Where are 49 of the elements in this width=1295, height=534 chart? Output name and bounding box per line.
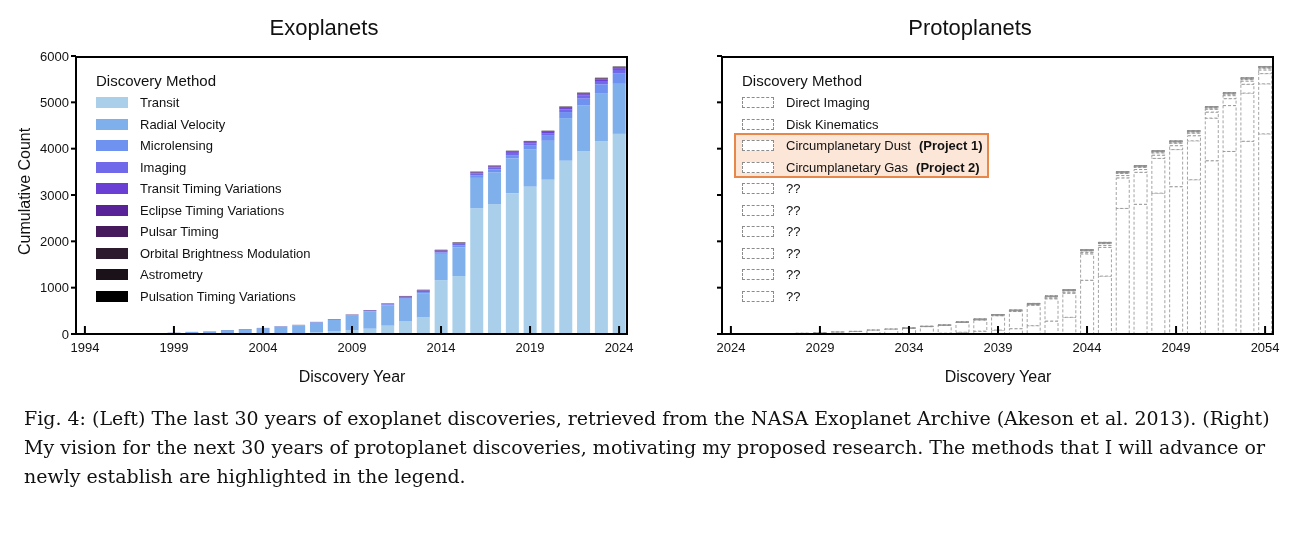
legend-label: Orbital Brightness Modulation	[140, 245, 311, 261]
x-tick-label: 2004	[248, 340, 278, 355]
legend-label: Microlensing	[140, 138, 213, 154]
y-tick-label: 1000	[40, 280, 69, 296]
chart-title: Exoplanets	[268, 14, 380, 42]
x-tick-label: 2024	[604, 340, 634, 355]
legend-label: Eclipse Timing Variations	[140, 202, 285, 218]
x-tick-label: 2049	[1161, 340, 1191, 355]
x-tick-label: 2019	[515, 340, 545, 355]
legend-label: ??	[786, 288, 801, 304]
legend-label: ??	[786, 245, 801, 261]
chart-title: Protoplanets	[907, 14, 1033, 42]
legend-label: ??	[786, 267, 801, 283]
x-tick-label: 2034	[894, 340, 924, 355]
legend-title: Discovery Method	[742, 72, 864, 89]
x-tick-label: 2054	[1250, 340, 1280, 355]
legend-label: ??	[786, 181, 801, 197]
caption: Fig. 4: (Left) The last 30 years of exoplanet discoveries, retrieved from the NASA Exoplanet Archive (Akeson et al. 2013). (Right) My vision for the next 30 years of protoplanet discoveries, motivating my proposed research. The methods that I will advance or newly establish are highlighted in the legend.	[23, 406, 1271, 489]
legend-title: Discovery Method	[96, 72, 218, 89]
x-tick-label: 2009	[337, 340, 367, 355]
y-tick-label: 4000	[40, 141, 69, 157]
legend-label: ??	[786, 202, 801, 218]
legend-label: Pulsation Timing Variations	[140, 288, 296, 304]
legend-label: Transit	[140, 95, 180, 111]
legend-label: Pulsar Timing	[140, 224, 219, 240]
x-tick-label: 2024	[716, 340, 746, 355]
x-axis-title: Discovery Year	[298, 368, 407, 385]
y-tick-label: 5000	[40, 94, 69, 110]
x-tick-label: 1999	[159, 340, 189, 355]
legend-label: Circumplanetary Dust (Project 1)	[786, 138, 983, 154]
x-tick-label: 1994	[70, 340, 100, 355]
y-tick-label: 2000	[40, 233, 69, 249]
legend-label: Disk Kinematics	[786, 116, 879, 132]
x-axis-title: Discovery Year	[944, 368, 1053, 385]
legend-label: Direct Imaging	[786, 95, 870, 111]
legend-label: Transit Timing Variations	[140, 181, 282, 197]
y-tick-label: 6000	[40, 48, 69, 64]
x-tick-label: 2014	[426, 340, 456, 355]
legend-label: Astrometry	[140, 267, 203, 283]
x-tick-label: 2044	[1072, 340, 1102, 355]
legend-label: ??	[786, 224, 801, 240]
legend-label: Radial Velocity	[140, 116, 226, 132]
y-tick-label: 3000	[40, 187, 69, 203]
legend-label: Imaging	[140, 159, 187, 175]
x-tick-label: 2029	[805, 340, 835, 355]
legend-label: Circumplanetary Gas (Project 2)	[786, 159, 980, 175]
y-tick-label: 0	[61, 326, 69, 342]
x-tick-label: 2039	[983, 340, 1013, 355]
y-axis-title: Cumulative Count	[15, 127, 33, 255]
